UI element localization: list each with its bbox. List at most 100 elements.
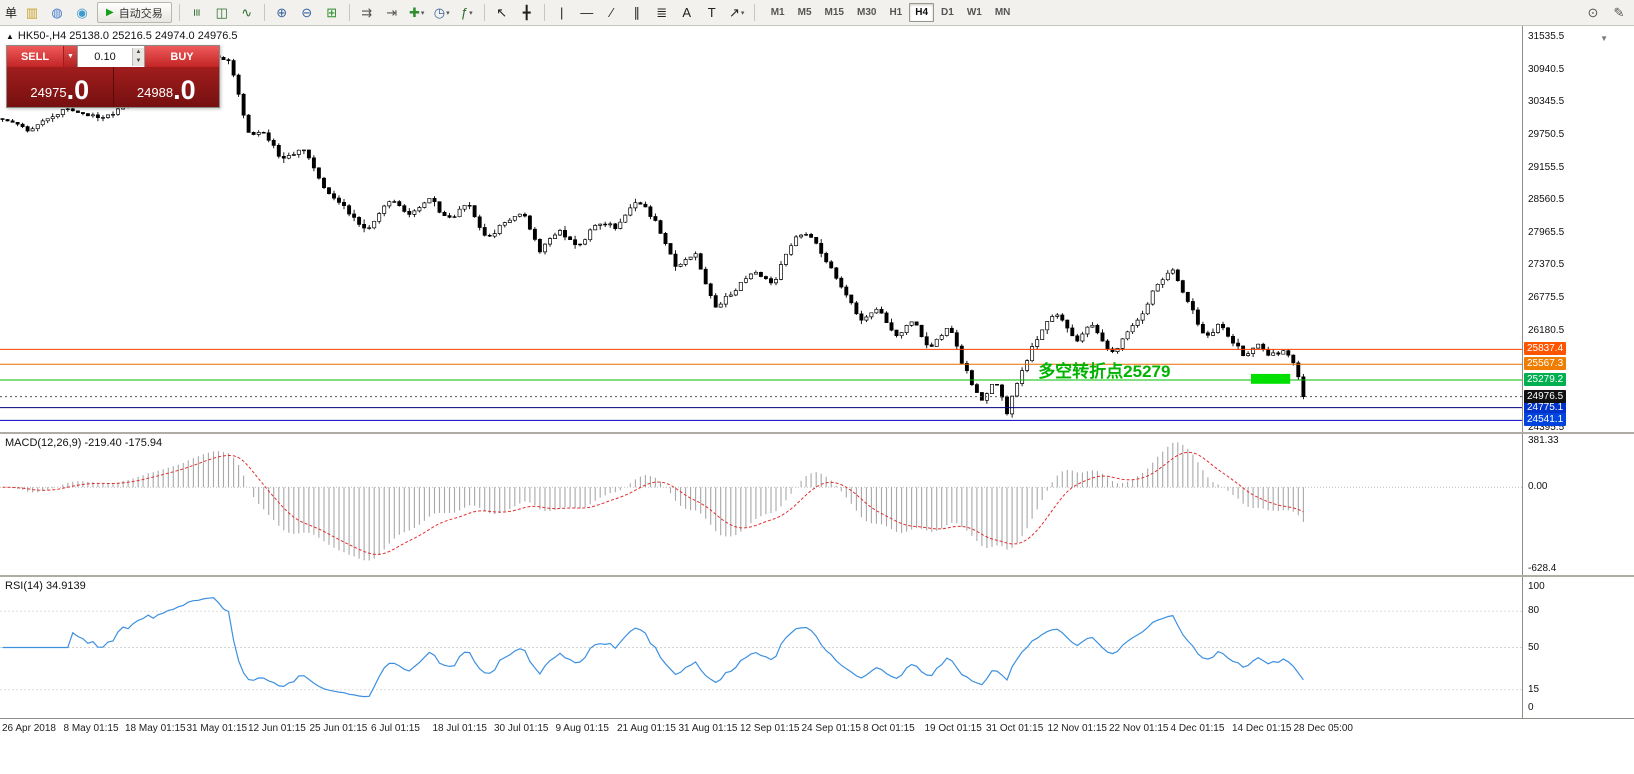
macd-axis[interactable]: 381.33 0.00 -628.4 [1522, 434, 1634, 575]
date-axis-label: 8 Oct 01:15 [863, 723, 915, 734]
price-axis[interactable]: ▼ 31535.5 30940.5 30345.5 29750.5 29155.5 285… [1522, 26, 1634, 434]
price-level-badge: 25837.4 [1524, 342, 1567, 356]
macd-axis-label: -628.4 [1528, 563, 1557, 574]
auto-scroll-icon[interactable]: ⇉ [355, 1, 379, 24]
rsi-canvas[interactable] [0, 577, 1522, 718]
volume-input[interactable]: 0.10 ▲ ▼ [77, 46, 145, 67]
play-icon: ▶ [106, 7, 114, 18]
volume-up-button[interactable]: ▲ [133, 47, 144, 57]
new-order-icon[interactable]: ▥ [20, 1, 44, 24]
line-chart-icon: ∿ [241, 4, 253, 20]
trendline-icon[interactable]: ∕ [600, 1, 624, 24]
equidistant-channel-icon[interactable]: ∥ [625, 1, 649, 24]
timeframe-m5[interactable]: M5 [797, 7, 812, 18]
trade-panel-toggle-icon[interactable]: ▲ [6, 31, 14, 41]
bar-chart-icon[interactable]: ≡ [185, 1, 209, 24]
macd-signal-line [2, 451, 1304, 555]
price-axis-label: 26180.5 [1528, 324, 1565, 336]
timeframe-h4[interactable]: H4 [909, 3, 935, 22]
price-axis-label: 24395.5 [1528, 422, 1565, 434]
timeframe-toolbar: M1 M5 M15 M30 H1 H4 D1 W1 MN [765, 3, 1017, 22]
rsi-line [2, 597, 1304, 698]
date-axis-label: 9 Aug 01:15 [555, 723, 609, 734]
volume-down-button[interactable]: ▼ [133, 56, 144, 66]
zoom-in-icon[interactable]: ⊕ [270, 1, 294, 24]
timeframe-d1[interactable]: D1 [941, 7, 954, 18]
timeframe-m15[interactable]: M15 [824, 7, 844, 18]
candlestick-chart-icon[interactable]: ◫ [210, 1, 234, 24]
date-axis[interactable]: 26 Apr 2018 8 May 01:15 18 May 01:15 31 May… [0, 718, 1634, 741]
draw-icon[interactable]: ✎ [1607, 1, 1631, 24]
buy-price[interactable]: 24988.0 [136, 75, 196, 105]
market-watch-icon[interactable]: ◍ [45, 1, 69, 24]
price-chart-canvas[interactable]: 多空转折点25279 [0, 26, 1522, 432]
main-toolbar: 单 ▥ ◍ ◉ ▶ 自动交易 ≡ ◫ ∿ ⊕ ⊖ ⊞ ⇉ ⇥ ✚ ▾ ◷ ▾ ƒ ▾ ↖ ╋ | — ∕ ∥ ≣ A T ↗ ▾ M1 M5 M… [0, 0, 1634, 26]
text-label-icon[interactable]: T [700, 1, 724, 24]
date-axis-label: 24 Sep 01:15 [801, 723, 862, 734]
navigator-icon[interactable]: ◉ [70, 1, 94, 24]
scroll-marker-icon: ▼ [1600, 34, 1608, 43]
dropdown-caret-icon[interactable]: ▾ [469, 9, 473, 17]
date-axis-label: 28 Dec 05:00 [1293, 723, 1354, 734]
price-level-badge: 24976.5 [1524, 389, 1567, 403]
line-chart-icon[interactable]: ∿ [235, 1, 259, 24]
cursor-icon[interactable]: ↖ [490, 1, 514, 24]
timeframe-h1[interactable]: H1 [889, 7, 903, 18]
price-axis-label: 27965.5 [1528, 226, 1565, 238]
sell-dropdown-button[interactable]: ▼ [63, 46, 77, 67]
crosshair-icon[interactable]: ╋ [515, 1, 539, 24]
sell-button[interactable]: SELL [7, 46, 63, 67]
period-selector-icon[interactable]: ◷ ▾ [430, 1, 454, 24]
price-chart-panel: 多空转折点25279 ▲ HK50-,H4 25138.0 25216.5 24… [0, 26, 1634, 434]
dropdown-caret-icon[interactable]: ▾ [740, 9, 745, 17]
tile-windows-icon[interactable]: ⊞ [320, 1, 344, 24]
zoom-drag-icon: ⊙ [1587, 4, 1599, 20]
auto-scroll-icon: ⇉ [361, 4, 373, 20]
text-icon: A [682, 5, 692, 20]
dropdown-caret-icon[interactable]: ▾ [446, 9, 450, 17]
chart-shift-icon[interactable]: ⇥ [380, 1, 404, 24]
toolbar-separator [543, 4, 545, 21]
date-axis-label: 14 Dec 01:15 [1232, 723, 1292, 734]
sell-price[interactable]: 24975.0 [7, 67, 114, 107]
rsi-axis[interactable]: 100 80 50 15 0 [1522, 577, 1634, 718]
text-icon[interactable]: A [675, 1, 699, 24]
indicators-icon[interactable]: ƒ ▾ [455, 1, 479, 24]
panel-splitter[interactable] [0, 432, 1634, 434]
timeframe-m1[interactable]: M1 [770, 7, 785, 18]
trade-prices-row: 24975.0 24988.0 [7, 67, 219, 107]
rsi-axis-label: 15 [1528, 683, 1540, 695]
timeframe-m30[interactable]: M30 [856, 7, 877, 18]
timeframe-mn[interactable]: MN [994, 7, 1011, 18]
autotrading-button[interactable]: ▶ 自动交易 [97, 2, 172, 23]
vertical-line-icon[interactable]: | [550, 1, 574, 24]
arrows-icon: ↗ [729, 4, 740, 20]
new-order-icon: ▥ [25, 4, 39, 20]
navigator-icon: ◉ [76, 4, 88, 20]
new-chart-icon[interactable]: ✚ ▾ [405, 1, 429, 24]
tile-windows-icon: ⊞ [326, 4, 338, 20]
dropdown-caret-icon[interactable]: ▾ [420, 9, 425, 17]
panel-splitter[interactable] [0, 575, 1634, 577]
arrows-icon[interactable]: ↗ ▾ [725, 1, 749, 24]
bull-candles [30, 55, 1286, 415]
macd-axis-label: 0.00 [1528, 481, 1548, 493]
rsi-label: RSI(14) 34.9139 [5, 580, 86, 592]
buy-button[interactable]: BUY [145, 46, 219, 67]
macd-canvas[interactable] [0, 434, 1522, 575]
fibonacci-icon[interactable]: ≣ [650, 1, 674, 24]
zoom-out-icon[interactable]: ⊖ [295, 1, 319, 24]
horizontal-line-icon[interactable]: — [575, 1, 599, 24]
zoom-drag-icon[interactable]: ⊙ [1581, 1, 1605, 24]
macd-indicator-panel: MACD(12,26,9) -219.40 -175.94 381.33 0.00… [0, 434, 1634, 575]
date-axis-label: 8 May 01:15 [63, 723, 119, 734]
date-axis-label: 12 Jun 01:15 [248, 723, 306, 734]
date-axis-label: 30 Jul 01:15 [494, 723, 549, 734]
horizontal-line-icon: — [580, 5, 594, 20]
date-axis-label: 12 Sep 01:15 [740, 723, 800, 734]
zoom-in-icon: ⊕ [276, 4, 288, 20]
rsi-indicator-panel: RSI(14) 34.9139 100 80 50 15 0 [0, 577, 1634, 718]
price-level-badge: 24775.1 [1524, 400, 1567, 414]
timeframe-w1[interactable]: W1 [966, 7, 982, 18]
rsi-axis-label: 80 [1528, 605, 1540, 617]
